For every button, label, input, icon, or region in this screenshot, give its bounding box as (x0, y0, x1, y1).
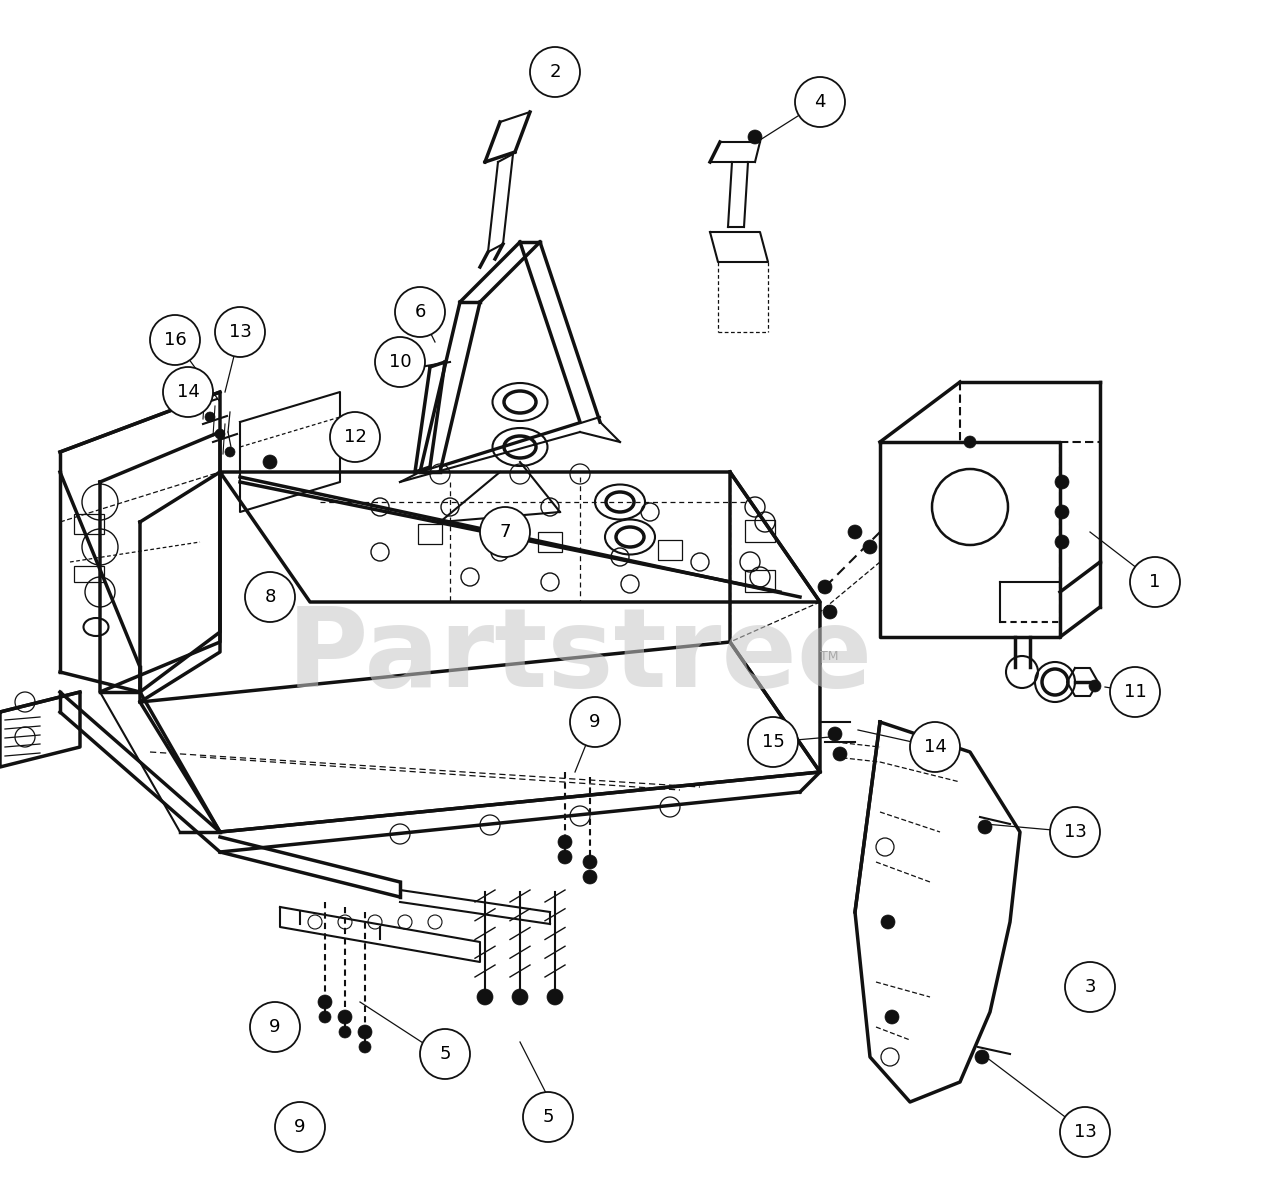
Bar (74, 514, 104, 534)
Circle shape (375, 337, 425, 387)
Circle shape (547, 989, 563, 1005)
Circle shape (833, 746, 847, 761)
Circle shape (1065, 962, 1115, 1012)
Circle shape (358, 1025, 372, 1039)
Text: 6: 6 (415, 303, 426, 321)
Circle shape (205, 412, 215, 422)
Circle shape (480, 507, 530, 557)
Circle shape (818, 581, 832, 594)
Circle shape (884, 1010, 899, 1024)
Circle shape (748, 718, 797, 767)
Text: 14: 14 (177, 383, 200, 401)
Text: 4: 4 (814, 93, 826, 111)
Circle shape (1055, 475, 1069, 489)
Circle shape (978, 820, 992, 834)
Circle shape (330, 412, 380, 462)
Circle shape (849, 525, 861, 538)
Circle shape (748, 130, 762, 144)
Text: 13: 13 (229, 323, 251, 341)
Circle shape (828, 727, 842, 740)
Circle shape (396, 287, 445, 337)
Text: 5: 5 (543, 1108, 554, 1126)
Circle shape (881, 915, 895, 929)
Circle shape (582, 855, 596, 869)
Bar (658, 540, 682, 560)
Circle shape (163, 367, 212, 417)
Circle shape (964, 436, 977, 448)
Text: 11: 11 (1124, 683, 1147, 701)
Circle shape (275, 1102, 325, 1152)
Circle shape (558, 835, 572, 849)
Circle shape (1055, 505, 1069, 519)
Circle shape (1055, 535, 1069, 549)
Circle shape (975, 1051, 989, 1064)
Text: Partstree: Partstree (287, 603, 873, 710)
Circle shape (512, 989, 529, 1005)
Text: 9: 9 (589, 713, 600, 731)
Circle shape (319, 1011, 332, 1023)
Circle shape (910, 722, 960, 772)
Circle shape (262, 456, 276, 469)
Text: 15: 15 (762, 733, 785, 751)
Text: 5: 5 (439, 1045, 451, 1063)
Circle shape (358, 1041, 371, 1053)
Text: 16: 16 (164, 331, 187, 349)
Bar (745, 520, 774, 542)
Circle shape (420, 1029, 470, 1079)
Circle shape (823, 605, 837, 619)
Circle shape (582, 870, 596, 883)
Circle shape (477, 989, 493, 1005)
Text: 7: 7 (499, 523, 511, 541)
Circle shape (863, 540, 877, 554)
Circle shape (215, 307, 265, 357)
Text: 13: 13 (1064, 823, 1087, 841)
Bar (74, 566, 104, 582)
Text: 10: 10 (389, 353, 411, 371)
Circle shape (225, 447, 236, 457)
Text: TM: TM (820, 650, 838, 664)
Circle shape (570, 697, 620, 746)
Circle shape (1110, 667, 1160, 718)
Circle shape (150, 315, 200, 365)
Circle shape (317, 995, 332, 1008)
Text: 2: 2 (549, 63, 561, 81)
Circle shape (215, 429, 225, 439)
Bar (538, 532, 562, 552)
Circle shape (1089, 680, 1101, 692)
Circle shape (244, 572, 294, 621)
Text: 3: 3 (1084, 978, 1096, 996)
Text: 8: 8 (264, 588, 275, 606)
Circle shape (250, 1002, 300, 1052)
Circle shape (1050, 807, 1100, 857)
Circle shape (558, 850, 572, 864)
Bar (419, 524, 442, 545)
Text: 9: 9 (294, 1118, 306, 1136)
Circle shape (1060, 1107, 1110, 1158)
Text: 1: 1 (1149, 573, 1161, 591)
Text: 9: 9 (269, 1018, 280, 1036)
Circle shape (339, 1027, 351, 1039)
Circle shape (795, 77, 845, 127)
Circle shape (530, 47, 580, 97)
Text: 14: 14 (924, 738, 946, 756)
Circle shape (1130, 557, 1180, 607)
Bar (745, 570, 774, 593)
Text: 12: 12 (343, 428, 366, 446)
Circle shape (524, 1091, 573, 1142)
Text: 13: 13 (1074, 1123, 1097, 1141)
Circle shape (338, 1010, 352, 1024)
